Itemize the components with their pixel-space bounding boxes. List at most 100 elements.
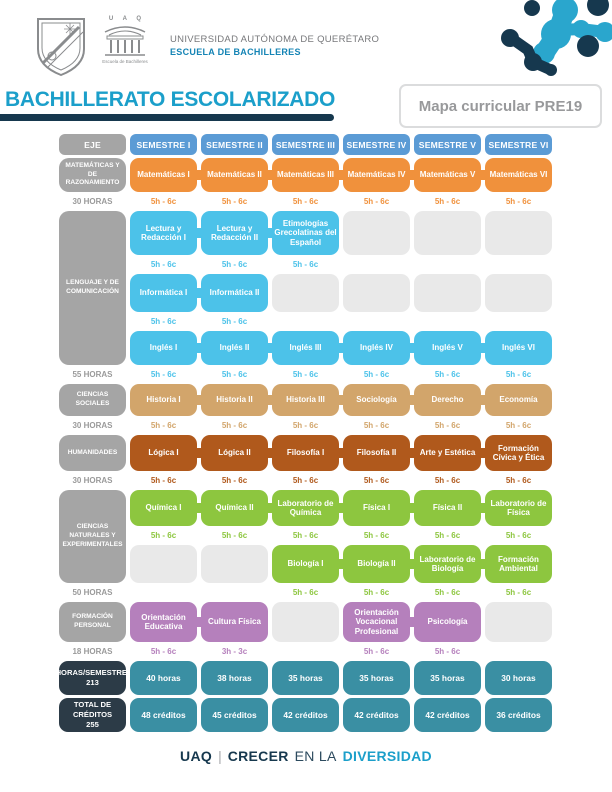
semester-header-2: SEMESTRE II: [201, 134, 268, 155]
subject-cell: Derecho: [414, 384, 486, 416]
hours-label: 5h - 6c: [150, 647, 177, 656]
subject-cell: Química II: [201, 490, 273, 526]
hours-label: 5h - 6c: [434, 531, 461, 540]
axis-hours-label: 55 HORAS: [72, 370, 113, 379]
hours-label: 5h - 6c: [434, 476, 461, 485]
subject-cell: Sociología: [343, 384, 415, 416]
hours-label: 5h - 6c: [434, 588, 461, 597]
subject-cell: Lógica II: [201, 435, 273, 471]
hours-label: 5h - 6c: [221, 260, 248, 269]
subject-cell: Inglés III: [272, 331, 344, 365]
subject-cell: Matemáticas IV: [343, 158, 415, 192]
empty-cell: [272, 274, 339, 312]
emblem-caption: Escuela de Bachilleres: [102, 59, 148, 64]
university-name: UNIVERSIDAD AUTÓNOMA DE QUERÉTARO: [170, 34, 380, 45]
hours-label: 5h - 6c: [505, 421, 532, 430]
hours-label: 5h - 6c: [363, 476, 390, 485]
axis-naturales: CIENCIAS NATURALES Y EXPERIMENTALES: [59, 490, 126, 583]
subject-cell: Filosofía I: [272, 435, 344, 471]
empty-cell: [414, 211, 481, 255]
map-label: Mapa curricular PRE19: [418, 97, 583, 115]
hours-label: 5h - 6c: [434, 421, 461, 430]
hours-label: 5h - 6c: [363, 647, 390, 656]
hours-label: 5h - 6c: [363, 588, 390, 597]
subject-cell: Formación Ambiental: [485, 545, 552, 583]
axis-hours-label: 30 HORAS: [72, 421, 113, 430]
semester-hours-cell: 38 horas: [201, 661, 268, 695]
empty-cell: [485, 602, 552, 642]
hours-label: 5h - 6c: [292, 370, 319, 379]
subject-cell: Economía: [485, 384, 552, 416]
empty-cell: [343, 274, 410, 312]
axis-matematicas: MATEMÁTICAS Y DE RAZONAMIENTO: [59, 158, 126, 192]
subject-cell: Química I: [130, 490, 202, 526]
curriculum-grid: EJE SEMESTRE I SEMESTRE II SEMESTRE III …: [55, 134, 552, 732]
hours-label: 5h - 6c: [434, 647, 461, 656]
subject-cell: Inglés II: [201, 331, 273, 365]
school-name: ESCUELA DE BACHILLERES: [170, 47, 301, 57]
hours-label: 5h - 6c: [505, 588, 532, 597]
semester-header-4: SEMESTRE IV: [343, 134, 410, 155]
empty-cell: [343, 211, 410, 255]
subject-cell: Biología II: [343, 545, 415, 583]
total-creditos-label: TOTAL DE CRÉDITOS 255: [59, 698, 126, 732]
horas-semestre-text: HORAS/SEMESTRE:: [55, 668, 130, 678]
university-text-block: UNIVERSIDAD AUTÓNOMA DE QUERÉTARO ESCUEL…: [170, 34, 379, 57]
total-creditos-text: TOTAL DE CRÉDITOS: [72, 700, 113, 720]
hours-label: 5h - 6c: [363, 531, 390, 540]
axis-hours-label: 18 HORAS: [72, 647, 113, 656]
hours-label: 3h - 3c: [221, 647, 248, 656]
hours-label: 5h - 6c: [292, 197, 319, 206]
page-title: BACHILLERATO ESCOLARIZADO: [4, 88, 336, 111]
hours-label: 5h - 6c: [150, 370, 177, 379]
semester-header-1: SEMESTRE I: [130, 134, 197, 155]
subject-cell: Historia II: [201, 384, 273, 416]
subject-cell: Informática II: [201, 274, 268, 312]
semester-header-5: SEMESTRE V: [414, 134, 481, 155]
semester-hours-cell: 40 horas: [130, 661, 197, 695]
footer-uaq: UAQ: [180, 748, 213, 764]
footer-slogan: UAQ | CRECER EN LA DIVERSIDAD: [0, 748, 612, 764]
footer-divider: |: [218, 748, 222, 764]
hours-label: 5h - 6c: [363, 370, 390, 379]
subject-cell: Matemáticas I: [130, 158, 202, 192]
footer-crecer: CRECER: [227, 748, 289, 764]
footer-diversidad: DIVERSIDAD: [342, 748, 432, 764]
empty-cell: [201, 545, 268, 583]
hours-label: 5h - 6c: [150, 197, 177, 206]
molecule-graphic-icon: [501, 0, 612, 76]
semester-header-6: SEMESTRE VI: [485, 134, 552, 155]
subject-cell: Historia III: [272, 384, 344, 416]
subject-cell: Inglés IV: [343, 331, 415, 365]
emblem-letters: U A Q: [108, 16, 146, 22]
empty-cell: [130, 545, 197, 583]
semester-credits-cell: 42 créditos: [343, 698, 410, 732]
bachilleres-emblem: U A Q Escuela de Bachilleres: [94, 16, 156, 64]
hours-label: 5h - 6c: [363, 421, 390, 430]
hours-label: 5h - 6c: [221, 197, 248, 206]
subject-cell: Cultura Física: [201, 602, 268, 642]
hours-label: 5h - 6c: [221, 370, 248, 379]
subject-cell: Filosofía II: [343, 435, 415, 471]
hours-label: 5h - 6c: [221, 476, 248, 485]
subject-cell: Arte y Estética: [414, 435, 486, 471]
hours-label: 5h - 6c: [221, 531, 248, 540]
empty-cell: [272, 602, 339, 642]
footer-en-la: EN LA: [294, 748, 337, 764]
axis-personal: FORMACIÓN PERSONAL: [59, 602, 126, 642]
semester-credits-cell: 42 créditos: [414, 698, 481, 732]
subject-cell: Lectura y Redacción II: [201, 211, 273, 255]
hours-label: 5h - 6c: [150, 317, 177, 326]
semester-credits-cell: 36 créditos: [485, 698, 552, 732]
hours-label: 5h - 6c: [434, 197, 461, 206]
subject-cell: Biología I: [272, 545, 344, 583]
subject-cell: Historia I: [130, 384, 202, 416]
subject-cell: Lógica I: [130, 435, 202, 471]
hours-label: 5h - 6c: [150, 260, 177, 269]
empty-cell: [414, 274, 481, 312]
semester-credits-cell: 42 créditos: [272, 698, 339, 732]
semester-credits-cell: 48 créditos: [130, 698, 197, 732]
hours-label: 5h - 6c: [150, 531, 177, 540]
hours-label: 5h - 6c: [150, 476, 177, 485]
